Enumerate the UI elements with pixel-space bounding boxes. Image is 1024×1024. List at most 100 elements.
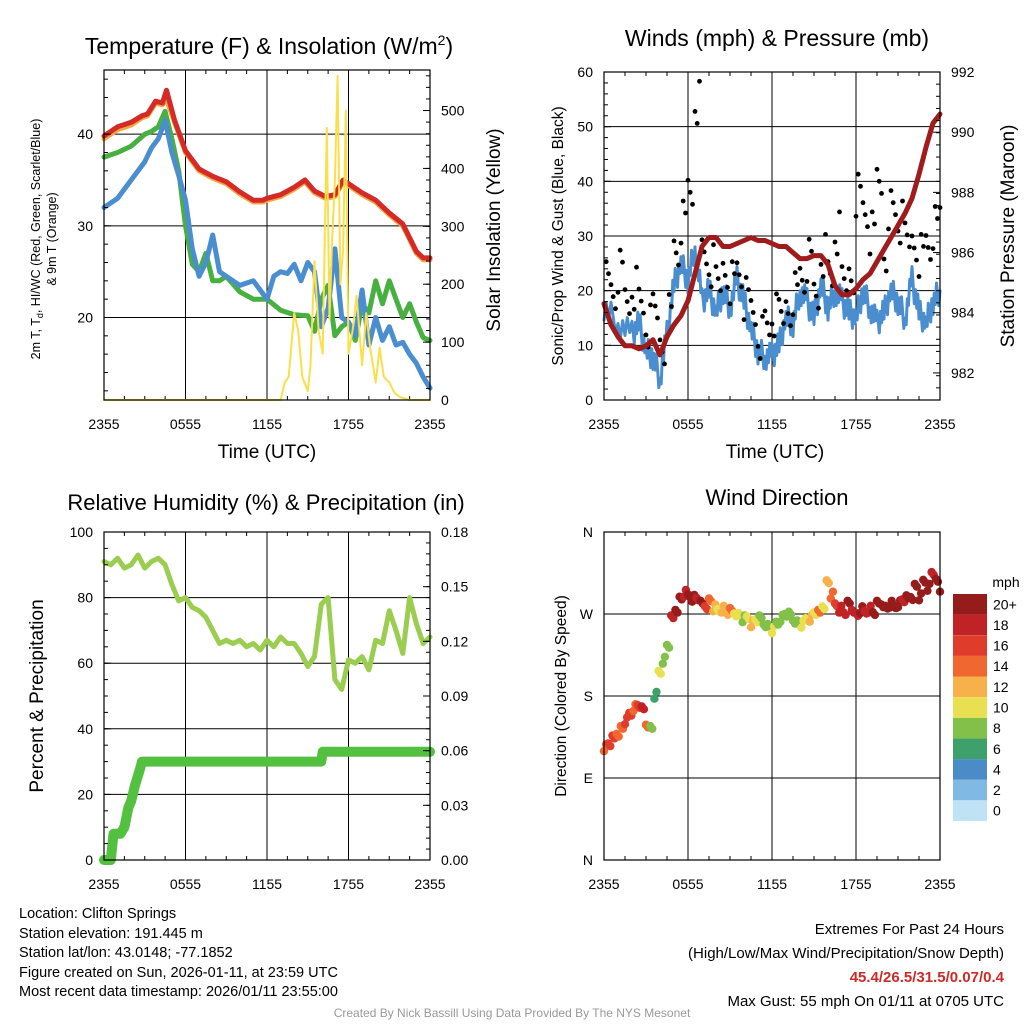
colorbar-swatch [953,738,987,760]
y-axis-label-line2: & 9m T (Orange) [45,192,59,285]
gust-point [883,268,889,274]
gust-point [697,78,702,84]
gust-point [636,286,642,292]
direction-point [916,589,926,598]
gust-point [809,248,814,254]
gust-point [713,264,719,269]
gust-point [708,284,714,290]
y2-tick-label: 986 [951,245,975,261]
y2-tick-label: 988 [951,184,975,200]
gust-point [890,200,896,206]
station-elevation: Station elevation: 191.445 m [19,925,203,942]
gust-point [900,198,905,204]
gust-point [629,294,635,300]
gust-point [753,322,758,327]
gust-point [608,282,614,288]
y-axis-label: 2m T, Td, HI/WC (Red, Green, Scarlet/Blu… [29,119,45,360]
gust-point [776,297,782,302]
extremes-panel: Extremes For Past 24 Hours (High/Low/Max… [688,918,1004,1014]
x-tick-label: 2355 [588,876,619,892]
gust-point [704,261,709,267]
direction-point [933,577,943,586]
y-tick-label: 30 [77,218,93,234]
x-tick-label: 0555 [170,876,201,892]
direction-point [767,628,777,638]
gust-point [869,209,875,215]
gust-point [610,294,616,300]
extremes-legend: (High/Low/Max Wind/Precipitation/Snow De… [688,945,1004,962]
gust-point [932,204,938,209]
gust-point [718,288,723,294]
direction-point [656,669,665,678]
direction-chart: Wind Direction 2355 0555 1155 1755 2355 N E S W N D… [553,485,1020,892]
gust-point [916,274,922,279]
gust-point [872,221,877,227]
gust-point [662,361,667,367]
gust-point [680,198,686,204]
gust-point [771,333,777,339]
gust-point [841,276,847,281]
y2-tick-label: 984 [951,305,975,321]
y2-tick-label: 0 [441,392,449,408]
y2-tick-label: 400 [441,160,465,176]
direction-point [841,610,850,620]
y2-tick-label: 992 [951,64,975,80]
gust-point [715,276,721,281]
gust-point [727,301,733,307]
y-tick-label: 40 [577,173,593,189]
gust-point [650,291,656,297]
y-tick-label: 20 [577,283,593,299]
gust-point [816,305,821,311]
direction-point [908,595,917,605]
y-tick-label: 10 [577,337,593,353]
direction-point [620,720,630,729]
gust-point [774,291,779,297]
y-tick-label: 0 [585,392,593,408]
gust-point [792,270,798,275]
gust-point [781,321,786,326]
series-rh [101,552,433,692]
colorbar-label: 12 [993,679,1009,695]
x-tick-label: 0555 [672,876,703,892]
gust-point [615,289,621,295]
gust-point [634,264,639,270]
x-tick-label: 1755 [333,876,364,892]
gust-point [855,171,861,177]
gust-point [631,306,637,312]
x-tick-label: 0555 [170,416,201,432]
colorbar-label: 16 [993,638,1009,654]
direction-point [757,613,766,623]
y-tick-label: 0 [85,852,93,868]
gust-point [648,302,653,308]
direction-point [797,623,806,632]
direction-point [925,579,934,589]
gust-point [624,299,630,304]
y-tick-label: 40 [77,721,93,737]
y2-tick-label: 500 [441,103,465,119]
direction-point [650,694,659,703]
gust-point [802,289,807,295]
gust-point [907,244,912,250]
series-pressure [601,111,943,358]
gust-point [767,332,772,338]
gust-point [879,191,884,196]
gust-point [741,317,747,322]
series-precipitation [99,746,435,865]
gust-point [930,246,936,252]
y-tick-label: 20 [77,310,93,326]
y2-tick-label: 990 [951,124,975,140]
colorbar-label: 20+ [993,596,1017,612]
y-tick-label: 20 [77,786,93,802]
colorbar-swatch [953,676,987,698]
y2-tick-label: 982 [951,365,975,381]
direction-point [648,724,657,733]
recent-timestamp: Most recent data timestamp: 2026/01/11 2… [19,984,338,1000]
direction-point [664,643,674,652]
direction-point [652,687,661,697]
direction-point [870,610,880,620]
colorbar-swatch [953,779,987,801]
extremes-title: Extremes For Past 24 Hours [814,921,1004,938]
y-tick-label: W [580,606,594,622]
extremes-values: 45.4/26.5/31.5/0.07/0.4 [849,969,1004,986]
y2-tick-label: 0.03 [441,797,468,813]
